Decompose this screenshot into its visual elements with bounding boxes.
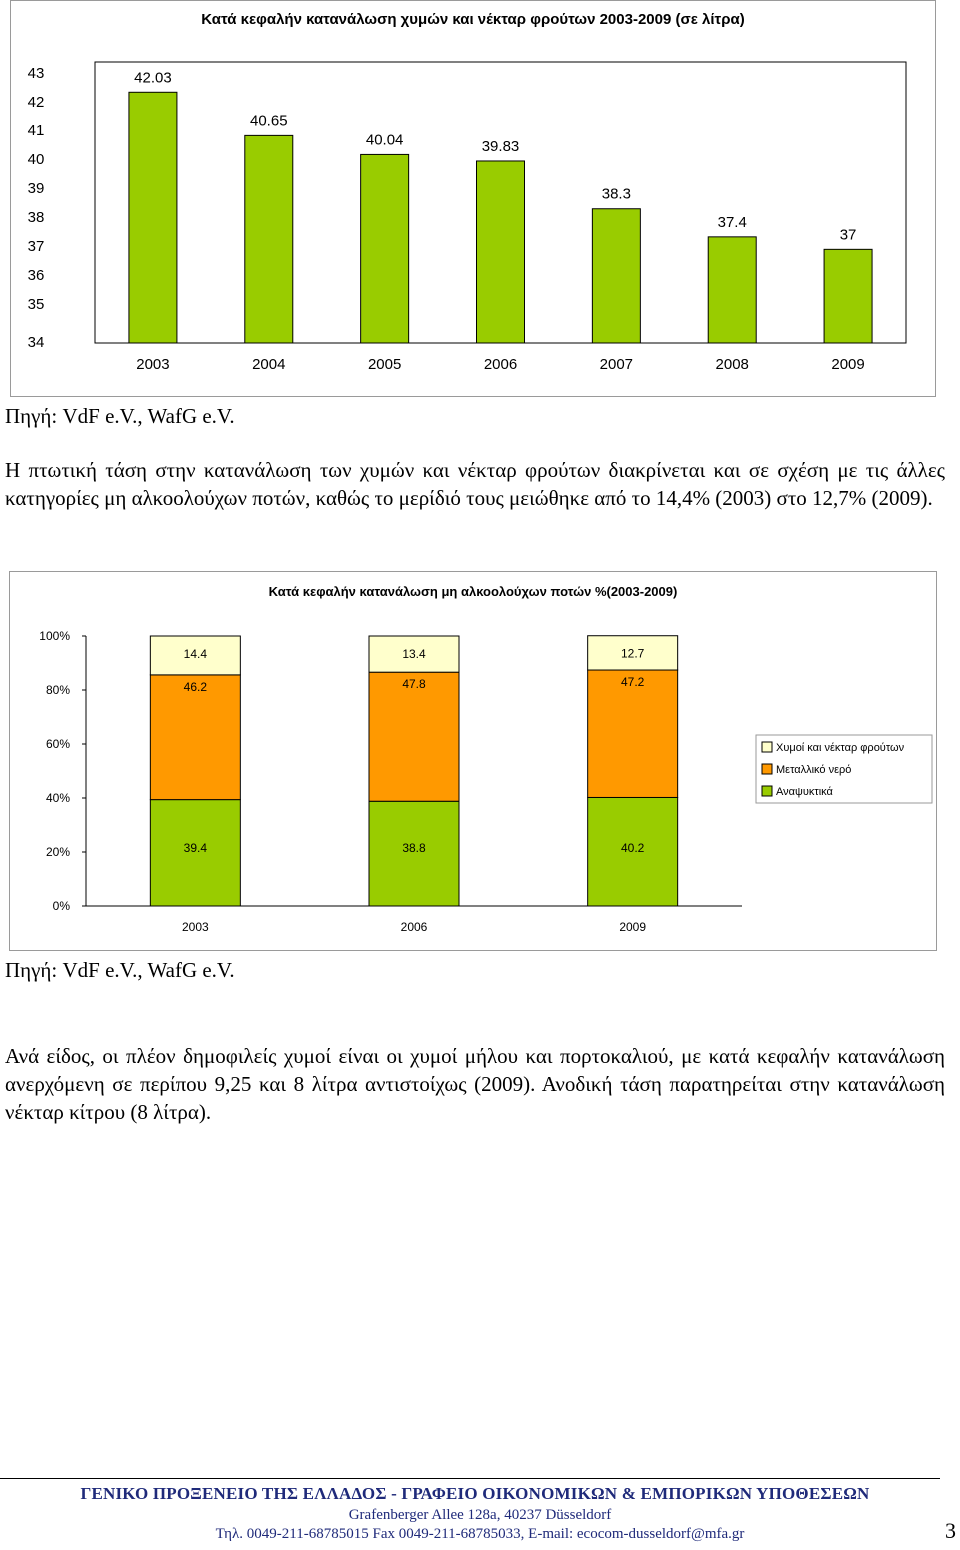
chart1-data-label: 37.4 [718,214,747,231]
chart1-bar [360,153,410,344]
chart1-bar [244,134,294,344]
chart2-y-tick: 100% [39,629,70,643]
chart2-legend-swatch [761,785,773,797]
chart2-x-tick: 2003 [182,920,209,934]
chart2-segment [587,796,679,907]
chart2-segment [587,669,679,798]
chart2-segment [587,635,679,671]
chart1-data-label: 37 [840,226,857,243]
chart1-data-label: 42.03 [134,69,172,86]
chart1-x-tick: 2006 [484,356,517,373]
chart2-legend-label: Αναψυκτικά [776,786,834,798]
chart1-y-tick: 34 [28,334,45,351]
juice-consumption-chart: Κατά κεφαλήν κατανάλωση χυμών και νέκταρ… [28,11,907,373]
chart1-source: Πηγή: VdF e.V., WafG e.V. [5,404,235,428]
paragraph-juice-types: Ανά είδος, οι πλέον δημοφιλείς χυμοί είν… [5,1044,945,1124]
chart1-x-tick: 2009 [831,356,864,373]
chart1-y-tick: 42 [28,94,45,111]
chart1-y-tick: 38 [28,209,45,226]
soft-drinks-share-chart-frame [9,571,937,951]
chart1-y-tick: 41 [28,122,45,139]
chart1-y-tick: 35 [28,296,45,313]
chart2-legend-swatch [761,763,773,775]
chart2-legend-swatch [761,741,773,753]
chart2-data-label: 39.4 [184,841,208,855]
chart2-legend-label: Χυμοί και νέκταρ φρούτων [776,742,905,754]
chart2-y-tick: 20% [46,845,70,859]
chart1-x-tick: 2007 [600,356,633,373]
chart2-y-tick: 0% [53,899,71,913]
chart1-x-tick: 2004 [252,356,285,373]
soft-drinks-share-chart: Κατά κεφαλήν κατανάλωση μη αλκοολούχων π… [39,584,933,934]
chart2-data-label: 14.4 [184,647,208,661]
chart1-bar [591,208,641,344]
chart1-y-tick: 37 [28,238,45,255]
chart2-y-tick: 80% [46,683,70,697]
chart2-x-tick: 2006 [401,920,428,934]
chart1-bar [128,91,178,344]
chart2-data-label: 47.2 [621,675,645,689]
footer-contact: Τηλ. 0049-211-68785015 Fax 0049-211-6878… [215,1526,745,1542]
chart2-data-label: 12.7 [621,647,645,661]
chart2-segment [368,635,460,673]
chart1-bar [823,248,873,344]
chart1-x-tick: 2003 [136,356,169,373]
chart2-segment [368,800,460,907]
chart1-bar [476,160,525,344]
juice-consumption-chart-frame [10,0,936,397]
chart2-data-label: 47.8 [402,677,426,691]
footer-address: Grafenberger Allee 128a, 40237 Düsseldor… [348,1507,612,1523]
chart1-title: Κατά κεφαλήν κατανάλωση χυμών και νέκταρ… [201,11,744,28]
chart1-data-label: 39.83 [482,138,520,155]
chart2-data-label: 40.2 [621,841,645,855]
chart2-data-label: 46.2 [184,680,208,694]
chart2-legend-label: Μεταλλικό νερό [776,764,851,776]
chart1-bar [707,236,757,344]
footer-organization: ΓΕΝΙΚΟ ΠΡΟΞΕΝΕΙΟ ΤΗΣ ΕΛΛΑΔΟΣ - ΓΡΑΦΕΙΟ Ο… [80,1484,870,1503]
chart1-y-tick: 36 [28,267,45,284]
chart2-legend [755,734,933,804]
chart2-title: Κατά κεφαλήν κατανάλωση μη αλκοολούχων π… [269,584,678,599]
chart1-data-label: 38.3 [602,186,631,203]
chart2-source: Πηγή: VdF e.V., WafG e.V. [5,958,235,982]
chart2-y-tick: 60% [46,737,70,751]
chart2-data-label: 13.4 [402,647,426,661]
chart2-segment [149,799,241,907]
chart2-segment [149,674,241,801]
page-number: 3 [945,1518,956,1543]
footer-divider [0,1478,940,1479]
chart2-data-label: 38.8 [402,841,426,855]
chart1-y-tick: 40 [28,151,45,168]
chart1-data-label: 40.65 [250,112,288,129]
chart2-segment [149,635,241,676]
chart2-x-tick: 2009 [619,920,646,934]
chart2-y-tick: 40% [46,791,70,805]
chart1-x-tick: 2005 [368,356,401,373]
chart2-segment [368,671,460,802]
chart1-x-tick: 2008 [716,356,749,373]
chart1-y-tick: 39 [28,180,45,197]
paragraph-juice-trend: Η πτωτική τάση στην κατανάλωση των χυμών… [5,458,945,510]
chart1-data-label: 40.04 [366,131,404,148]
chart1-y-tick: 43 [28,65,45,82]
